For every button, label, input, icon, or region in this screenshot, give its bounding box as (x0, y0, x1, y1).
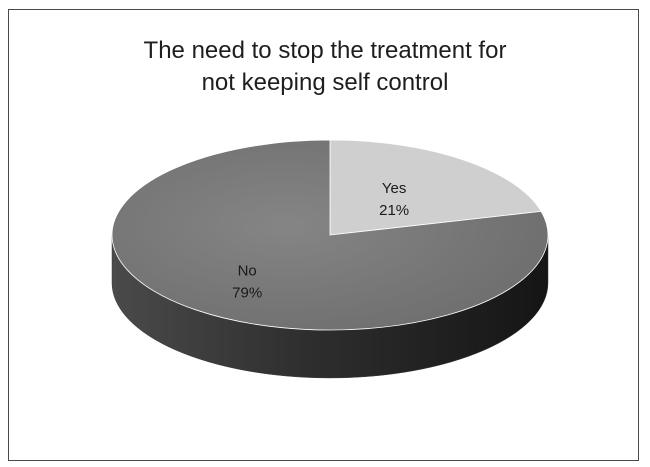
slice-percent-yes: 21% (379, 202, 409, 219)
chart-title-line-1: The need to stop the treatment for (143, 37, 507, 64)
slice-label-yes: Yes (382, 180, 406, 197)
chart-title: The need to stop the treatment for not k… (0, 35, 650, 99)
slice-percent-no: 79% (232, 285, 262, 302)
pie-slice-no (111, 139, 549, 331)
slice-label-no: No (238, 263, 257, 280)
pie-slice-yes (329, 139, 542, 236)
chart-title-line-2: not keeping self control (201, 69, 449, 96)
